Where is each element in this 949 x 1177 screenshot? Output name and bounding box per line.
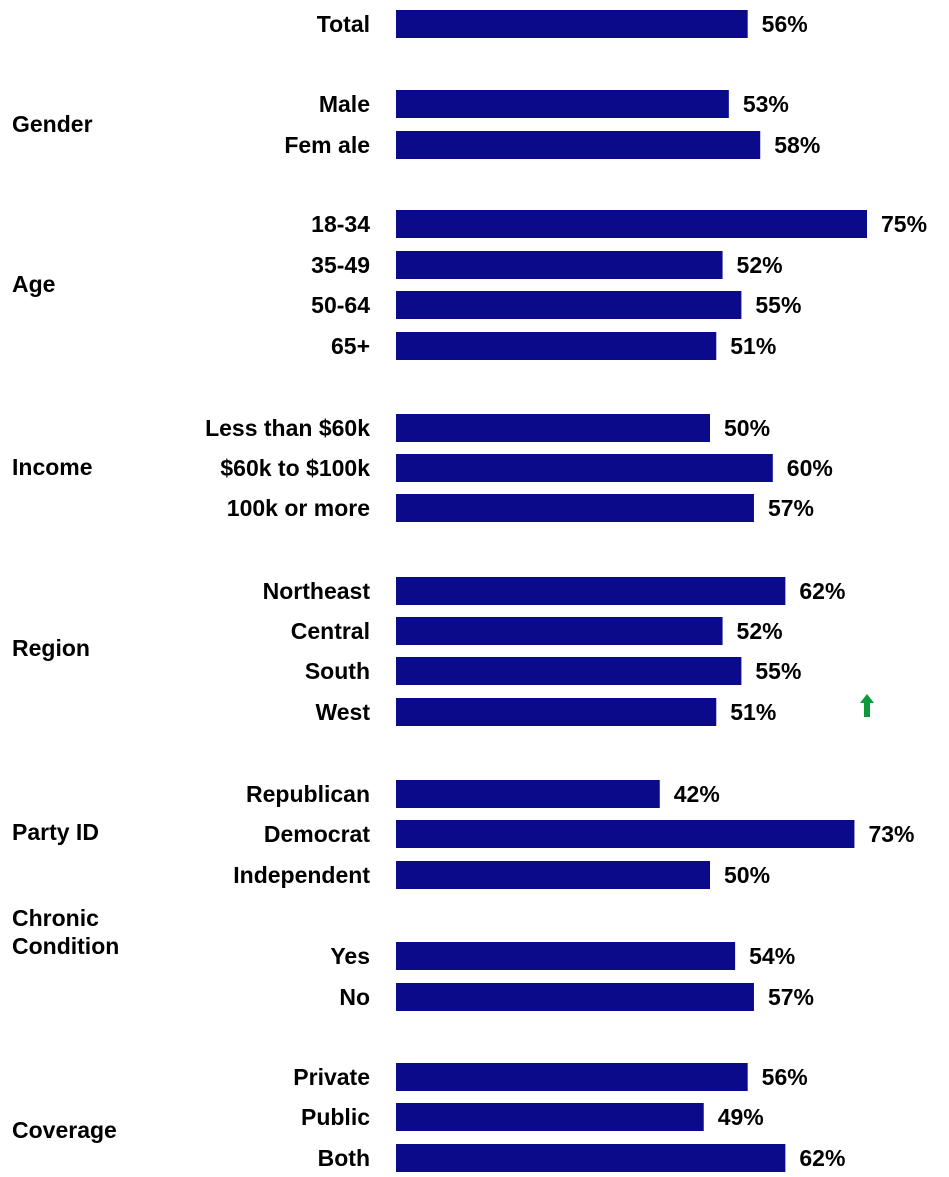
group-label: Coverage — [12, 1117, 117, 1143]
category-label: Both — [318, 1145, 370, 1171]
category-label: Less than $60k — [205, 415, 370, 441]
bar — [396, 291, 742, 319]
category-label: 35-49 — [311, 252, 370, 278]
category-label: 50-64 — [311, 292, 370, 318]
category-label: No — [339, 984, 370, 1010]
bar — [396, 942, 736, 970]
data-label: 62% — [799, 1145, 845, 1171]
bar — [396, 494, 754, 522]
data-label: 60% — [787, 455, 833, 481]
data-label: 62% — [799, 578, 845, 604]
bar — [396, 1144, 786, 1172]
group-label: Gender — [12, 111, 93, 137]
category-label: Public — [301, 1104, 370, 1130]
category-label: Private — [293, 1064, 370, 1090]
data-label: 56% — [762, 11, 808, 37]
data-label: 57% — [768, 495, 814, 521]
data-label: 73% — [868, 821, 914, 847]
data-label: 42% — [674, 781, 720, 807]
bar — [396, 983, 754, 1011]
bar — [396, 251, 723, 279]
group-label: Region — [12, 635, 90, 661]
category-label: Yes — [330, 943, 370, 969]
bar — [396, 617, 723, 645]
data-label: 58% — [774, 132, 820, 158]
bar — [396, 780, 660, 808]
data-label: 53% — [743, 91, 789, 117]
category-label: West — [315, 699, 370, 725]
category-label: South — [305, 658, 370, 684]
bar — [396, 90, 729, 118]
data-label: 54% — [749, 943, 795, 969]
data-label: 51% — [730, 333, 776, 359]
category-label: Total — [317, 11, 370, 37]
group-label: Condition — [12, 933, 119, 959]
category-label: Male — [319, 91, 370, 117]
data-label: 75% — [881, 211, 927, 237]
category-label: Central — [291, 618, 370, 644]
bar — [396, 454, 773, 482]
category-label: Democrat — [264, 821, 370, 847]
category-label: 65+ — [331, 333, 370, 359]
data-label: 57% — [768, 984, 814, 1010]
bar — [396, 820, 855, 848]
category-label: Independent — [233, 862, 370, 888]
data-label: 50% — [724, 415, 770, 441]
bar — [396, 210, 867, 238]
group-label: Income — [12, 454, 93, 480]
category-label: Northeast — [263, 578, 371, 604]
bar — [396, 577, 786, 605]
category-label: Republican — [246, 781, 370, 807]
category-label: 100k or more — [227, 495, 370, 521]
data-label: 55% — [755, 292, 801, 318]
data-label: 56% — [762, 1064, 808, 1090]
category-label: 18-34 — [311, 211, 370, 237]
bar — [396, 657, 742, 685]
group-label: Age — [12, 271, 55, 297]
group-label: Chronic — [12, 905, 99, 931]
data-label: 50% — [724, 862, 770, 888]
data-label: 55% — [755, 658, 801, 684]
bar — [396, 332, 717, 360]
bar — [396, 698, 717, 726]
group-label: Party ID — [12, 819, 99, 845]
bar — [396, 10, 748, 38]
data-label: 52% — [737, 252, 783, 278]
bar — [396, 1103, 704, 1131]
bar — [396, 1063, 748, 1091]
bar — [396, 414, 710, 442]
bar — [396, 131, 761, 159]
up-arrow-icon — [860, 694, 874, 717]
category-label: Fem ale — [284, 132, 370, 158]
category-label: $60k to $100k — [220, 455, 370, 481]
data-label: 51% — [730, 699, 776, 725]
data-label: 52% — [737, 618, 783, 644]
data-label: 49% — [718, 1104, 764, 1130]
bar — [396, 861, 710, 889]
